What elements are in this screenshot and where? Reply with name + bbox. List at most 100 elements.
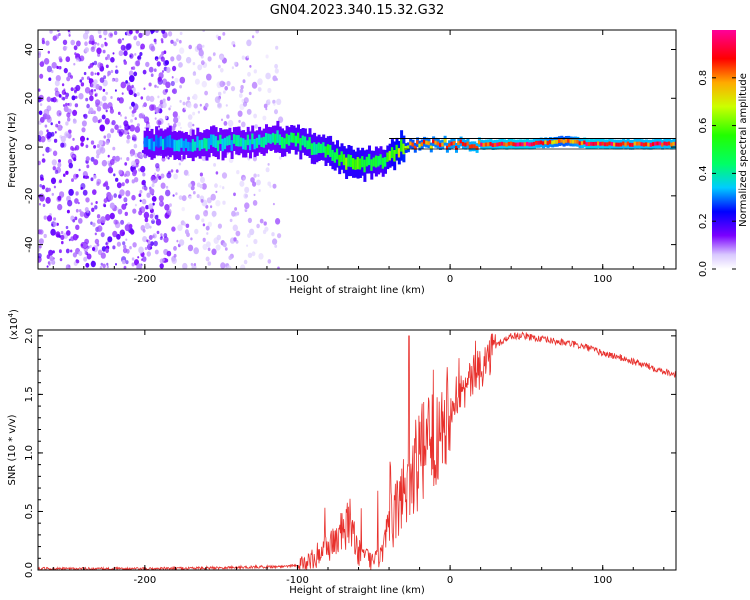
noise-blob <box>78 209 82 213</box>
noise-blob <box>156 61 161 67</box>
noise-blob <box>90 46 96 53</box>
ridge-core <box>599 141 603 146</box>
ridge-core <box>395 144 399 154</box>
x-tick-label: 0 <box>447 274 453 285</box>
colorbar-gradient <box>712 30 736 269</box>
noise-blob <box>142 69 147 75</box>
noise-blob <box>148 235 153 240</box>
ridge-core <box>507 141 511 146</box>
noise-blob <box>220 262 226 269</box>
noise-blob <box>96 47 102 55</box>
noise-blob <box>235 230 241 237</box>
noise-blob <box>73 62 76 66</box>
ridge-core <box>278 134 282 145</box>
noise-blob <box>76 259 80 264</box>
noise-blob <box>114 89 117 92</box>
noise-blob <box>70 87 74 92</box>
noise-blob <box>125 202 128 206</box>
noise-blob <box>83 172 87 177</box>
noise-blob <box>72 137 75 141</box>
ridge-core <box>475 146 479 150</box>
noise-blob <box>84 47 90 53</box>
noise-blob <box>170 39 174 44</box>
noise-blob <box>65 170 69 175</box>
ridge-core <box>562 139 566 144</box>
noise-blob <box>171 88 176 94</box>
ridge-core <box>489 142 493 146</box>
noise-blob <box>172 41 177 47</box>
ridge-core <box>432 139 436 144</box>
ridge-core <box>406 145 410 150</box>
ridge-core <box>237 135 241 147</box>
noise-blob <box>226 80 231 87</box>
noise-blob <box>122 241 126 246</box>
noise-blob <box>216 234 221 241</box>
noise-blob <box>247 71 251 77</box>
noise-blob <box>143 211 150 219</box>
ridge-core <box>173 139 177 152</box>
noise-blob <box>211 248 217 256</box>
noise-blob <box>142 236 148 243</box>
ridge-core <box>340 151 344 162</box>
noise-blob <box>217 223 222 229</box>
ridge-core <box>651 142 655 147</box>
noise-blob <box>94 238 100 245</box>
ridge-core <box>551 140 555 145</box>
noise-blob <box>106 262 109 266</box>
noise-blob <box>116 241 121 247</box>
noise-blob <box>41 158 46 163</box>
noise-blob <box>133 177 139 183</box>
noise-blob <box>60 234 65 240</box>
ridge-core <box>171 138 175 149</box>
noise-blob <box>97 42 100 46</box>
ridge-core <box>544 140 548 145</box>
noise-blob <box>56 110 62 117</box>
ridge-core <box>150 138 154 151</box>
ridge-core <box>423 139 426 144</box>
noise-blob <box>62 39 68 45</box>
noise-blob <box>171 226 176 232</box>
noise-blob <box>137 256 140 259</box>
noise-blob <box>57 124 63 131</box>
ridge-core <box>590 141 594 146</box>
ridge-core <box>658 141 662 146</box>
noise-blob <box>123 60 128 65</box>
noise-blob <box>129 75 135 83</box>
noise-blob <box>117 208 123 215</box>
colorbar: 0.0 0.2 0.4 0.6 0.8 Normalized spectral ampl… <box>698 30 749 277</box>
ridge-core <box>207 138 211 150</box>
ridge-core <box>326 144 330 155</box>
ridge-core <box>519 142 523 147</box>
noise-blob <box>242 177 246 181</box>
noise-blob <box>223 90 226 94</box>
noise-blob <box>62 104 66 107</box>
noise-blob <box>118 97 124 104</box>
noise-blob <box>40 135 46 143</box>
noise-blob <box>149 213 154 219</box>
ridge-core <box>342 154 346 166</box>
noise-blob <box>190 237 193 241</box>
noise-blob <box>80 183 86 190</box>
ridge-core <box>214 136 218 148</box>
noise-blob <box>45 196 51 204</box>
noise-blob <box>188 195 192 200</box>
noise-blob <box>100 232 105 238</box>
noise-blob <box>80 243 83 247</box>
noise-blob <box>179 85 183 89</box>
noise-blob <box>128 136 131 140</box>
ridge-core <box>155 134 159 147</box>
noise-blob <box>115 155 120 162</box>
ridge-core <box>324 146 328 158</box>
ridge-core <box>287 135 291 146</box>
ridge-core <box>189 142 193 152</box>
ridge-core <box>455 145 458 150</box>
noise-blob <box>66 230 71 236</box>
noise-blob <box>46 65 53 73</box>
noise-blob <box>254 124 258 129</box>
noise-blob <box>233 61 237 66</box>
noise-blob <box>83 256 88 262</box>
noise-blob <box>50 131 55 137</box>
noise-blob <box>68 102 72 107</box>
snr-frame <box>37 329 677 571</box>
